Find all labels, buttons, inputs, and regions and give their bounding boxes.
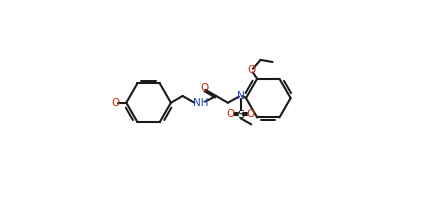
Text: O: O: [200, 83, 208, 93]
Text: O: O: [111, 98, 120, 108]
Text: N: N: [237, 91, 244, 101]
Text: NH: NH: [194, 98, 209, 108]
Text: O: O: [247, 65, 255, 75]
Text: S: S: [237, 110, 244, 120]
Text: O: O: [227, 109, 235, 119]
Text: O: O: [247, 109, 255, 119]
